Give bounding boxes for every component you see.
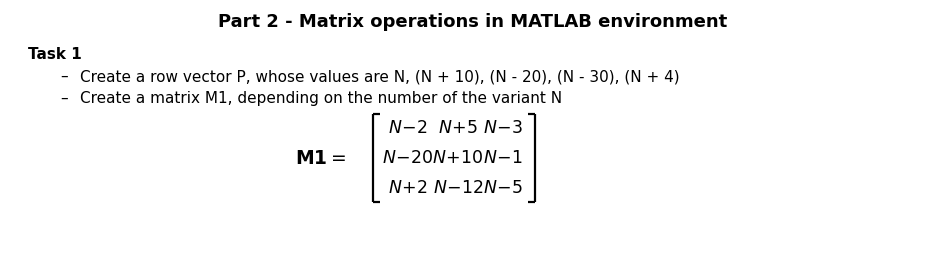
Text: $\mathbf{M1} =$: $\mathbf{M1} =$: [295, 148, 346, 167]
Text: $N\!+\!5$: $N\!+\!5$: [438, 119, 478, 137]
Text: $N\!-\!3$: $N\!-\!3$: [482, 119, 523, 137]
Text: Create a matrix M1, depending on the number of the variant N: Create a matrix M1, depending on the num…: [80, 91, 562, 106]
Text: $N\!-\!12$: $N\!-\!12$: [432, 179, 483, 197]
Text: Part 2 - Matrix operations in MATLAB environment: Part 2 - Matrix operations in MATLAB env…: [219, 13, 727, 31]
Text: Create a row vector P, whose values are N, (N + 10), (N - 20), (N - 30), (N + 4): Create a row vector P, whose values are …: [80, 69, 679, 84]
Text: Task 1: Task 1: [28, 47, 81, 62]
Text: –: –: [60, 91, 67, 106]
Text: $N\!+\!10$: $N\!+\!10$: [432, 149, 483, 167]
Text: $N\!+\!2$: $N\!+\!2$: [388, 179, 428, 197]
Text: –: –: [60, 69, 67, 84]
Text: $N\!-\!2$: $N\!-\!2$: [388, 119, 428, 137]
Text: $N\!-\!5$: $N\!-\!5$: [482, 179, 523, 197]
Text: $N\!-\!1$: $N\!-\!1$: [483, 149, 523, 167]
Text: $N\!-\!20$: $N\!-\!20$: [382, 149, 434, 167]
